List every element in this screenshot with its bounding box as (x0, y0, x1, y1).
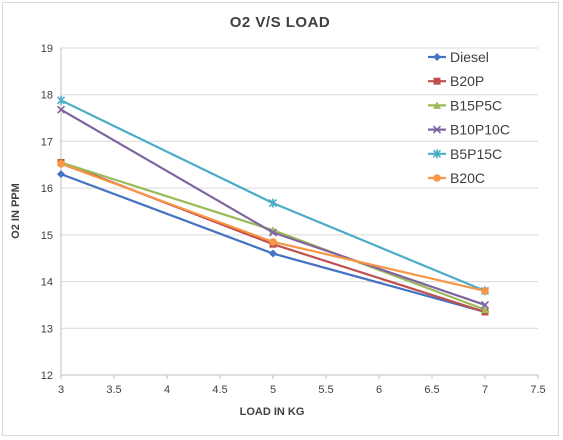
legend-label: B10P10C (450, 122, 510, 138)
data-point (269, 238, 277, 246)
y-tick-label: 12 (41, 370, 53, 382)
y-axis-title: O2 IN PPM (10, 183, 22, 239)
x-tick-label: 6.5 (424, 384, 439, 396)
legend-marker (433, 77, 441, 85)
legend-marker (433, 53, 441, 61)
y-tick-labels: 12 13 14 15 16 17 18 19 (41, 43, 53, 382)
data-point (56, 105, 66, 114)
x-tick-label: 7.5 (530, 384, 545, 396)
y-tick-label: 15 (41, 230, 53, 242)
y-tick-label: 17 (41, 136, 53, 148)
y-tick-label: 14 (41, 277, 53, 289)
x-tick-label: 7 (482, 384, 488, 396)
y-tick-label: 18 (41, 90, 53, 102)
x-axis-title: LOAD IN KG (240, 406, 305, 418)
legend-label: B20P (450, 73, 484, 89)
data-point (57, 170, 65, 179)
x-tick-label: 4.5 (212, 384, 227, 396)
chart-title: O2 V/S LOAD (230, 14, 331, 31)
x-tick-label: 4 (164, 384, 170, 396)
chart-frame (2, 2, 559, 436)
y-tick-label: 13 (41, 323, 53, 335)
legend-label: Diesel (450, 49, 489, 65)
series-line (60, 99, 486, 292)
legend-label: B5P15C (450, 146, 502, 162)
legend-marker (433, 101, 441, 109)
data-point (268, 228, 278, 237)
legend-marker (432, 149, 442, 159)
legend-marker (432, 125, 442, 134)
x-tick-labels: 3 3.5 4 4.5 5 5.5 6 6.5 7 7.5 (58, 384, 546, 396)
series-line (60, 161, 486, 311)
data-point (57, 160, 65, 168)
gridlines (61, 47, 538, 329)
legend: Diesel B20P B15P5C B10P10C B5P15C B20C (428, 49, 510, 186)
series-lines (56, 95, 490, 316)
data-point (56, 95, 66, 105)
data-point (268, 198, 278, 208)
x-tick-label: 5 (270, 384, 276, 396)
series-line (60, 161, 486, 313)
data-point (269, 249, 277, 258)
y-tick-label: 19 (41, 43, 53, 55)
x-tick-label: 5.5 (318, 384, 333, 396)
data-point (480, 300, 490, 309)
y-tick-label: 16 (41, 183, 53, 195)
x-tick-label: 3 (58, 384, 64, 396)
x-tick-label: 3.5 (106, 384, 121, 396)
legend-label: B15P5C (450, 97, 502, 113)
legend-marker (433, 174, 441, 182)
x-tick-label: 6 (376, 384, 382, 396)
data-point (481, 287, 489, 295)
data-point (481, 305, 489, 314)
legend-label: B20C (450, 170, 485, 186)
